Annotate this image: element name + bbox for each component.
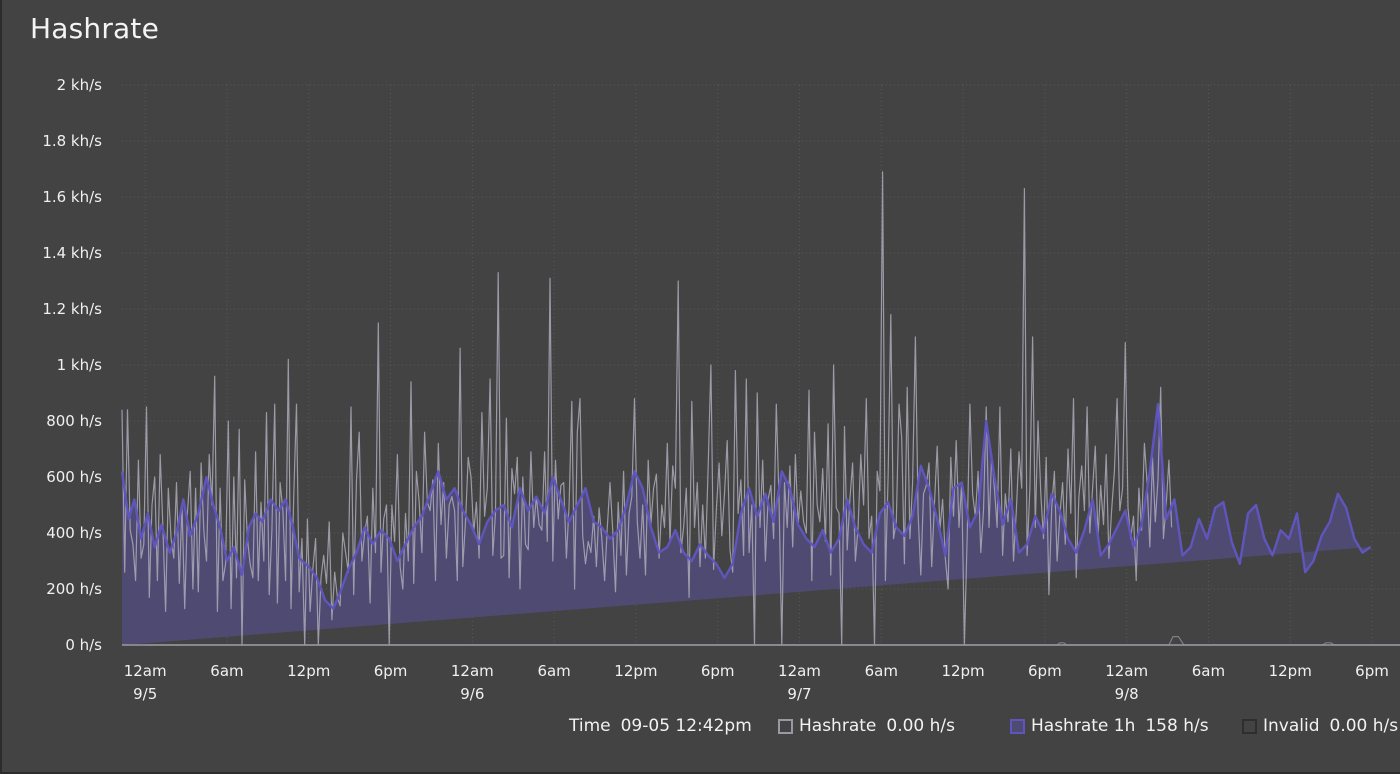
y-tick-label: 800 h/s (46, 412, 102, 430)
legend-value-invalid: 0.00 h/s (1329, 716, 1399, 736)
y-tick-label: 1.4 kh/s (42, 244, 102, 262)
legend-item-hashrate-1h[interactable]: Hashrate 1h 158 h/s (1010, 716, 1209, 736)
legend-item-invalid[interactable]: Invalid 0.00 h/s (1242, 716, 1398, 736)
chart-title: Hashrate (30, 12, 160, 45)
x-tick-label: 12am (451, 662, 494, 680)
x-tick-label: 12am (778, 662, 821, 680)
y-tick-label: 1.6 kh/s (42, 188, 102, 206)
x-tick-label: 12am (1105, 662, 1148, 680)
legend-time-value: 09-05 12:42pm (620, 716, 752, 736)
legend-swatch-hashrate (778, 718, 793, 734)
legend-time: Time 09-05 12:42pm (569, 716, 752, 736)
chart-legend: Time 09-05 12:42pm Hashrate 0.00 h/s Has… (2, 716, 1400, 740)
y-tick-label: 0 h/s (65, 636, 102, 654)
x-tick-label: 12pm (287, 662, 330, 680)
legend-value-hashrate-1h: 158 h/s (1145, 716, 1209, 736)
y-tick-label: 600 h/s (46, 468, 102, 486)
x-tick-label: 6am (210, 662, 243, 680)
legend-item-hashrate[interactable]: Hashrate 0.00 h/s (778, 716, 955, 736)
x-tick-date-label: 9/7 (787, 685, 811, 703)
legend-swatch-hashrate-1h (1010, 718, 1025, 734)
legend-value-hashrate: 0.00 h/s (886, 716, 955, 736)
x-tick-label: 6pm (374, 662, 408, 680)
y-tick-label: 200 h/s (46, 580, 102, 598)
x-tick-date-label: 9/6 (460, 685, 484, 703)
x-tick-label: 12am (124, 662, 167, 680)
y-tick-label: 1 kh/s (57, 356, 103, 374)
series-line-hashrate-1h (120, 403, 1372, 610)
x-tick-label: 6am (865, 662, 898, 680)
x-tick-label: 6pm (1028, 662, 1062, 680)
y-tick-label: 2 kh/s (57, 76, 103, 94)
series-area-hashrate-1h (122, 404, 1371, 645)
x-tick-label: 6pm (1355, 662, 1389, 680)
legend-label-hashrate-1h: Hashrate 1h (1031, 716, 1136, 736)
y-tick-label: 400 h/s (46, 524, 102, 542)
x-tick-label: 6am (1192, 662, 1225, 680)
y-tick-label: 1.8 kh/s (42, 132, 102, 150)
legend-label-invalid: Invalid (1263, 716, 1320, 736)
x-tick-label: 12pm (1269, 662, 1312, 680)
x-tick-label: 12pm (941, 662, 984, 680)
series-line-invalid (145, 635, 1400, 646)
x-tick-label: 12pm (614, 662, 657, 680)
x-tick-label: 6am (537, 662, 570, 680)
legend-swatch-invalid (1242, 718, 1257, 734)
x-tick-date-label: 9/8 (1115, 685, 1139, 703)
legend-time-label: Time (569, 716, 611, 736)
legend-label-hashrate: Hashrate (799, 716, 877, 736)
series-line-hashrate (121, 171, 1173, 646)
x-tick-label: 6pm (701, 662, 735, 680)
x-tick-date-label: 9/5 (133, 685, 157, 703)
y-tick-label: 1.2 kh/s (42, 300, 102, 318)
